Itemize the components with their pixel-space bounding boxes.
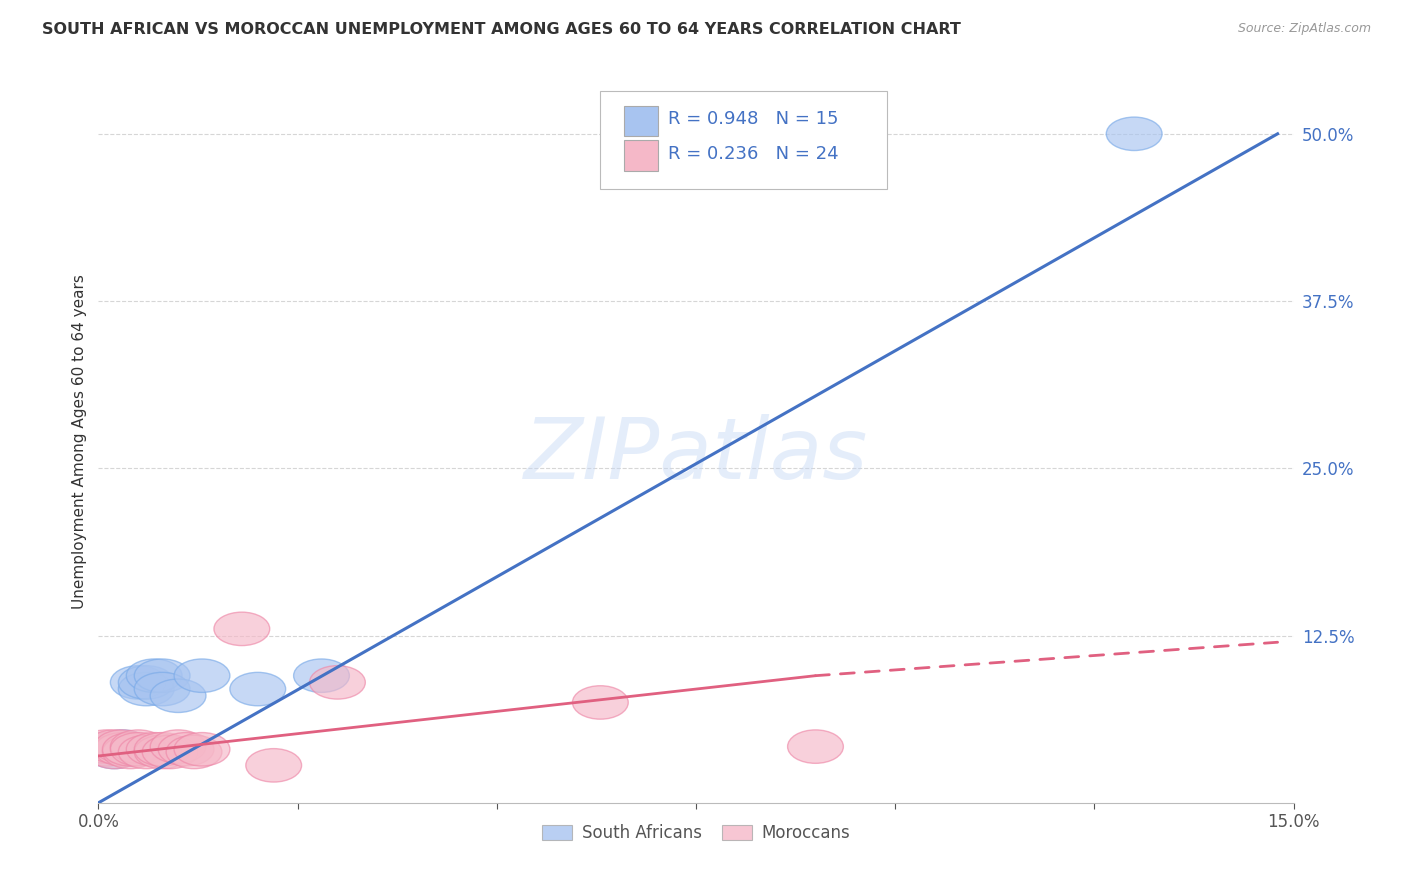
Ellipse shape xyxy=(159,732,214,766)
Ellipse shape xyxy=(87,735,142,769)
Ellipse shape xyxy=(150,679,207,713)
Ellipse shape xyxy=(103,732,159,766)
Ellipse shape xyxy=(103,735,159,769)
Ellipse shape xyxy=(135,659,190,692)
Ellipse shape xyxy=(135,735,190,769)
Ellipse shape xyxy=(103,732,159,766)
Ellipse shape xyxy=(110,730,166,764)
FancyBboxPatch shape xyxy=(624,140,658,170)
Ellipse shape xyxy=(118,673,174,706)
Text: ZIPatlas: ZIPatlas xyxy=(524,415,868,498)
Ellipse shape xyxy=(174,659,231,692)
Text: R = 0.236   N = 24: R = 0.236 N = 24 xyxy=(668,145,839,163)
Ellipse shape xyxy=(572,686,628,719)
Ellipse shape xyxy=(87,735,142,769)
Ellipse shape xyxy=(150,730,207,764)
Text: SOUTH AFRICAN VS MOROCCAN UNEMPLOYMENT AMONG AGES 60 TO 64 YEARS CORRELATION CHA: SOUTH AFRICAN VS MOROCCAN UNEMPLOYMENT A… xyxy=(42,22,962,37)
Ellipse shape xyxy=(214,612,270,646)
Ellipse shape xyxy=(94,730,150,764)
Ellipse shape xyxy=(231,673,285,706)
Ellipse shape xyxy=(79,732,135,766)
Ellipse shape xyxy=(127,659,183,692)
Ellipse shape xyxy=(87,730,142,764)
Ellipse shape xyxy=(127,732,183,766)
Ellipse shape xyxy=(94,732,150,766)
Ellipse shape xyxy=(79,730,135,764)
Legend: South Africans, Moroccans: South Africans, Moroccans xyxy=(534,817,858,848)
Y-axis label: Unemployment Among Ages 60 to 64 years: Unemployment Among Ages 60 to 64 years xyxy=(72,274,87,609)
Ellipse shape xyxy=(135,673,190,706)
Ellipse shape xyxy=(135,732,190,766)
Ellipse shape xyxy=(166,735,222,769)
Ellipse shape xyxy=(79,732,135,766)
Ellipse shape xyxy=(94,730,150,764)
Ellipse shape xyxy=(118,665,174,699)
Text: Source: ZipAtlas.com: Source: ZipAtlas.com xyxy=(1237,22,1371,36)
Text: R = 0.948   N = 15: R = 0.948 N = 15 xyxy=(668,110,839,128)
Ellipse shape xyxy=(294,659,350,692)
Ellipse shape xyxy=(246,748,302,782)
Ellipse shape xyxy=(1107,117,1163,151)
Ellipse shape xyxy=(110,665,166,699)
FancyBboxPatch shape xyxy=(624,105,658,136)
Ellipse shape xyxy=(118,735,174,769)
Ellipse shape xyxy=(309,665,366,699)
Ellipse shape xyxy=(787,730,844,764)
Ellipse shape xyxy=(110,732,166,766)
Ellipse shape xyxy=(142,735,198,769)
FancyBboxPatch shape xyxy=(600,91,887,189)
Ellipse shape xyxy=(174,732,231,766)
